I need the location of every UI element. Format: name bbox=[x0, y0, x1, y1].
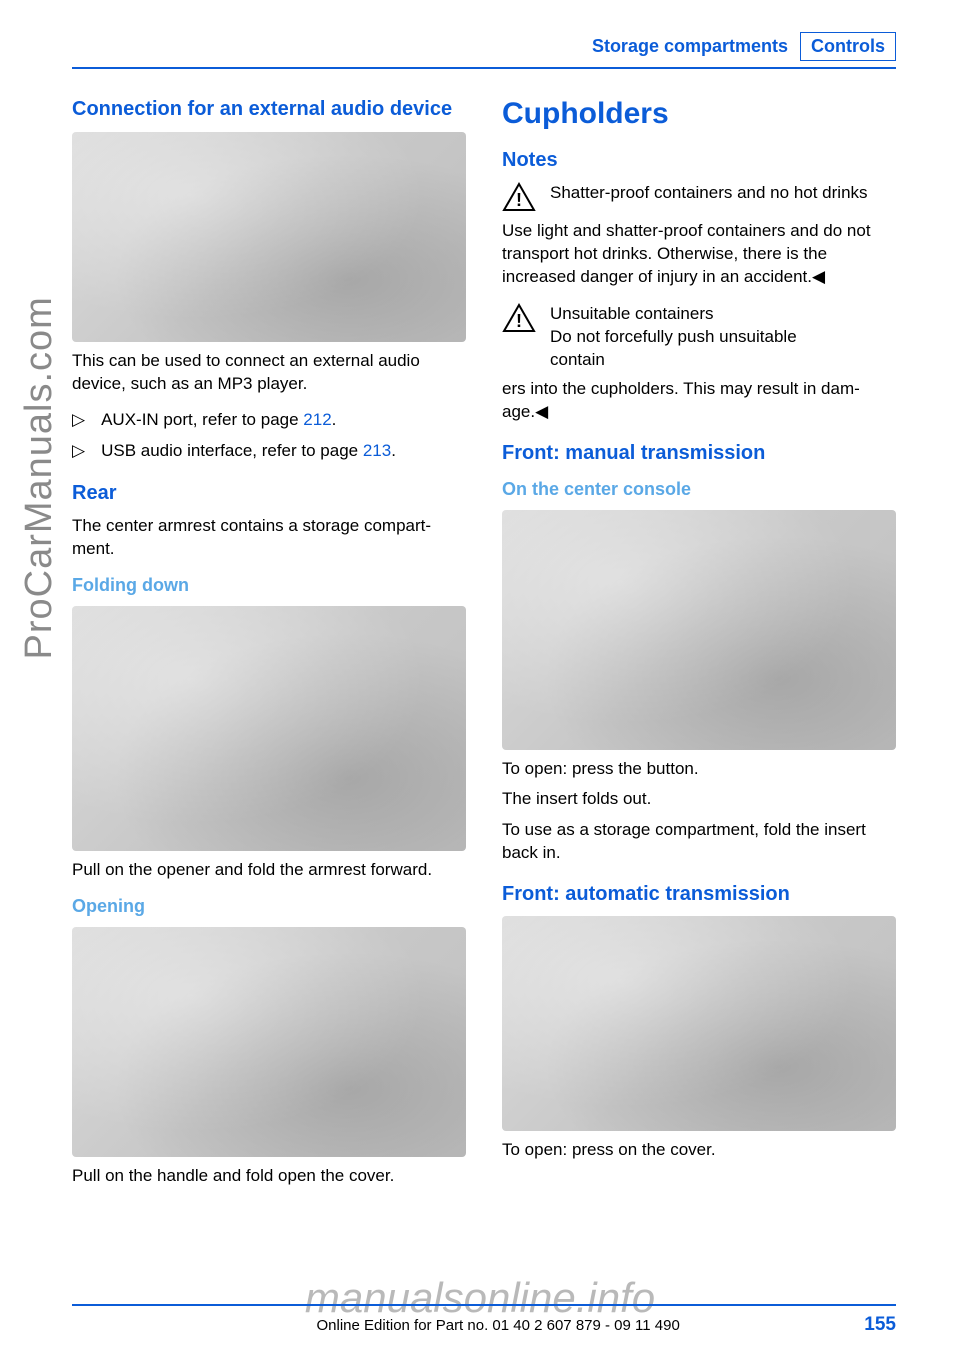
heading-folding-down: Folding down bbox=[72, 575, 466, 596]
image-center-console bbox=[502, 510, 896, 750]
page-link[interactable]: 213 bbox=[363, 441, 391, 460]
text-audio-desc: This can be used to connect an external … bbox=[72, 350, 466, 396]
warning-icon: ! bbox=[502, 303, 536, 333]
heading-front-auto: Front: automatic transmission bbox=[502, 883, 896, 906]
footer-row: Online Edition for Part no. 01 40 2 607 … bbox=[72, 1314, 896, 1336]
header-chapter-label: Controls bbox=[800, 32, 896, 61]
image-fold-down bbox=[72, 606, 466, 851]
watermark-side: ProCarManuals.com bbox=[18, 296, 61, 659]
right-column: Cupholders Notes ! Shatter-proof contain… bbox=[502, 97, 896, 1196]
warning-body-2: ers into the cupholders. This may result… bbox=[502, 378, 896, 424]
image-opening bbox=[72, 927, 466, 1157]
heading-front-manual: Front: manual transmission bbox=[502, 442, 896, 465]
content-columns: Connection for an external audio device … bbox=[72, 97, 896, 1196]
text-open: Pull on the handle and fold open the cov… bbox=[72, 1165, 466, 1188]
header-section-label: Storage compartments bbox=[592, 36, 788, 57]
heading-center-console: On the center console bbox=[502, 479, 896, 500]
svg-text:!: ! bbox=[516, 190, 522, 210]
page-footer: Online Edition for Part no. 01 40 2 607 … bbox=[72, 1304, 896, 1336]
text-insert: The insert folds out. bbox=[502, 788, 896, 811]
warning-title: Shatter-proof containers and no hot drin… bbox=[550, 182, 868, 205]
list-bullet-icon: ▷ bbox=[72, 437, 85, 464]
heading-notes: Notes bbox=[502, 149, 896, 172]
warning-title-2: Unsuitable containers Do not forcefully … bbox=[550, 303, 856, 372]
page-link[interactable]: 212 bbox=[303, 410, 331, 429]
page: Storage compartments Controls Connection… bbox=[0, 0, 960, 1362]
warning-body: Use light and shatter-proof containers a… bbox=[502, 220, 896, 289]
heading-rear: Rear bbox=[72, 482, 466, 505]
heading-opening: Opening bbox=[72, 896, 466, 917]
text-open-btn: To open: press the button. bbox=[502, 758, 896, 781]
list-item-text: USB audio interface, refer to page 213. bbox=[101, 437, 396, 464]
svg-text:!: ! bbox=[516, 311, 522, 331]
text-fold: Pull on the opener and fold the armrest … bbox=[72, 859, 466, 882]
list-item: ▷ AUX-IN port, refer to page 212. bbox=[72, 406, 466, 433]
footer-rule bbox=[72, 1304, 896, 1306]
text-cover: To open: press on the cover. bbox=[502, 1139, 896, 1162]
warning-block: ! Unsuitable containers Do not forcefull… bbox=[502, 303, 896, 372]
edition-text: Online Edition for Part no. 01 40 2 607 … bbox=[132, 1317, 864, 1334]
text-storage: To use as a storage compartment, fold th… bbox=[502, 819, 896, 865]
list-bullet-icon: ▷ bbox=[72, 406, 85, 433]
heading-cupholders: Cupholders bbox=[502, 97, 896, 131]
page-header: Storage compartments Controls bbox=[72, 32, 896, 61]
list-item: ▷ USB audio interface, refer to page 213… bbox=[72, 437, 466, 464]
image-front-auto bbox=[502, 916, 896, 1131]
audio-list: ▷ AUX-IN port, refer to page 212. ▷ USB … bbox=[72, 406, 466, 464]
header-rule bbox=[72, 67, 896, 69]
page-number: 155 bbox=[864, 1314, 896, 1336]
text-rear: The center armrest contains a storage co… bbox=[72, 515, 466, 561]
warning-icon: ! bbox=[502, 182, 536, 212]
heading-external-audio: Connection for an external audio device bbox=[72, 97, 466, 122]
left-column: Connection for an external audio device … bbox=[72, 97, 466, 1196]
list-item-text: AUX-IN port, refer to page 212. bbox=[101, 406, 336, 433]
image-aux-port bbox=[72, 132, 466, 342]
warning-block: ! Shatter-proof containers and no hot dr… bbox=[502, 182, 896, 212]
